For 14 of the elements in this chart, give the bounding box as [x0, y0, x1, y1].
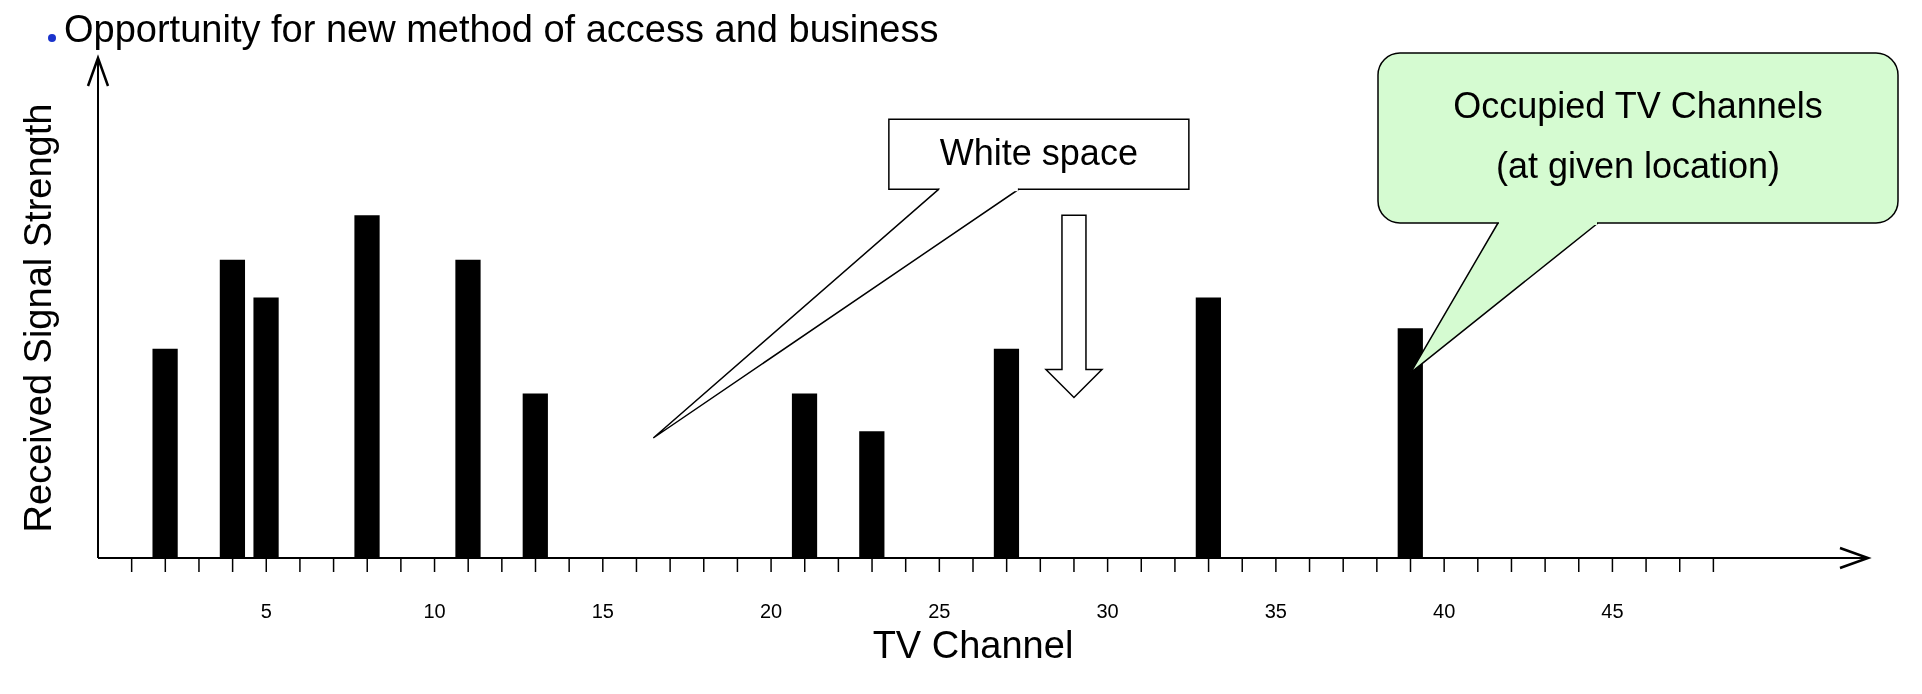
x-tick-label: 45 — [1601, 600, 1624, 622]
x-tick-label: 25 — [928, 600, 951, 622]
x-tick-label: 15 — [591, 600, 614, 622]
text: White space — [939, 132, 1138, 174]
x-tick-label: 5 — [260, 600, 272, 622]
x-tick-label: 40 — [1433, 600, 1456, 622]
x-tick-label: 20 — [759, 600, 783, 622]
x-tick-label: 10 — [423, 600, 446, 622]
x-tick-label: 30 — [1096, 600, 1119, 622]
y-axis-title: Received Signal Strength — [17, 103, 60, 533]
chart-title: Opportunity for new method of access and business — [64, 8, 939, 51]
x-tick-label: 35 — [1264, 600, 1288, 622]
callout-box: White space — [652, 118, 1190, 439]
x-axis-title: TV Channel — [872, 624, 1074, 666]
